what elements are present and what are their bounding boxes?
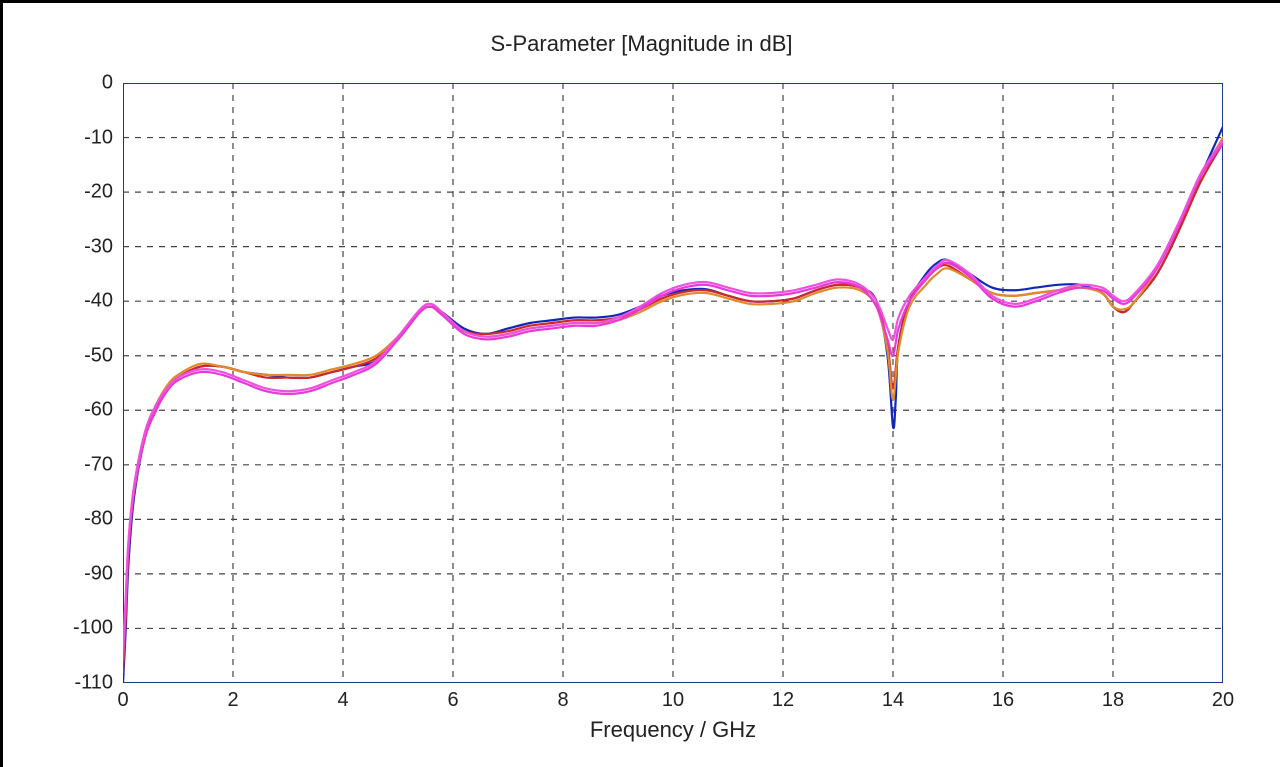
x-tick-label: 6 bbox=[433, 689, 473, 712]
x-tick-label: 18 bbox=[1093, 689, 1133, 712]
y-tick-label: -10 bbox=[53, 126, 113, 149]
x-tick-label: 12 bbox=[763, 689, 803, 712]
chart-title: S-Parameter [Magnitude in dB] bbox=[3, 31, 1280, 57]
x-tick-label: 2 bbox=[213, 689, 253, 712]
chart-plot-area bbox=[123, 83, 1223, 683]
x-tick-label: 10 bbox=[653, 689, 693, 712]
x-axis-label: Frequency / GHz bbox=[590, 717, 756, 743]
y-tick-label: -40 bbox=[53, 290, 113, 313]
y-tick-label: -80 bbox=[53, 508, 113, 531]
x-tick-label: 0 bbox=[103, 689, 143, 712]
y-tick-label: -100 bbox=[53, 617, 113, 640]
y-tick-label: -20 bbox=[53, 181, 113, 204]
x-tick-label: 20 bbox=[1203, 689, 1243, 712]
y-tick-label: -30 bbox=[53, 235, 113, 258]
y-tick-label: -50 bbox=[53, 344, 113, 367]
y-tick-label: -60 bbox=[53, 399, 113, 422]
x-tick-label: 8 bbox=[543, 689, 583, 712]
y-tick-label: 0 bbox=[53, 72, 113, 95]
x-tick-label: 14 bbox=[873, 689, 913, 712]
x-tick-label: 4 bbox=[323, 689, 363, 712]
y-tick-label: -90 bbox=[53, 562, 113, 585]
chart-outer-frame: S-Parameter [Magnitude in dB] 0 -10 -20 -30… bbox=[0, 0, 1280, 767]
x-tick-label: 16 bbox=[983, 689, 1023, 712]
y-tick-label: -70 bbox=[53, 453, 113, 476]
